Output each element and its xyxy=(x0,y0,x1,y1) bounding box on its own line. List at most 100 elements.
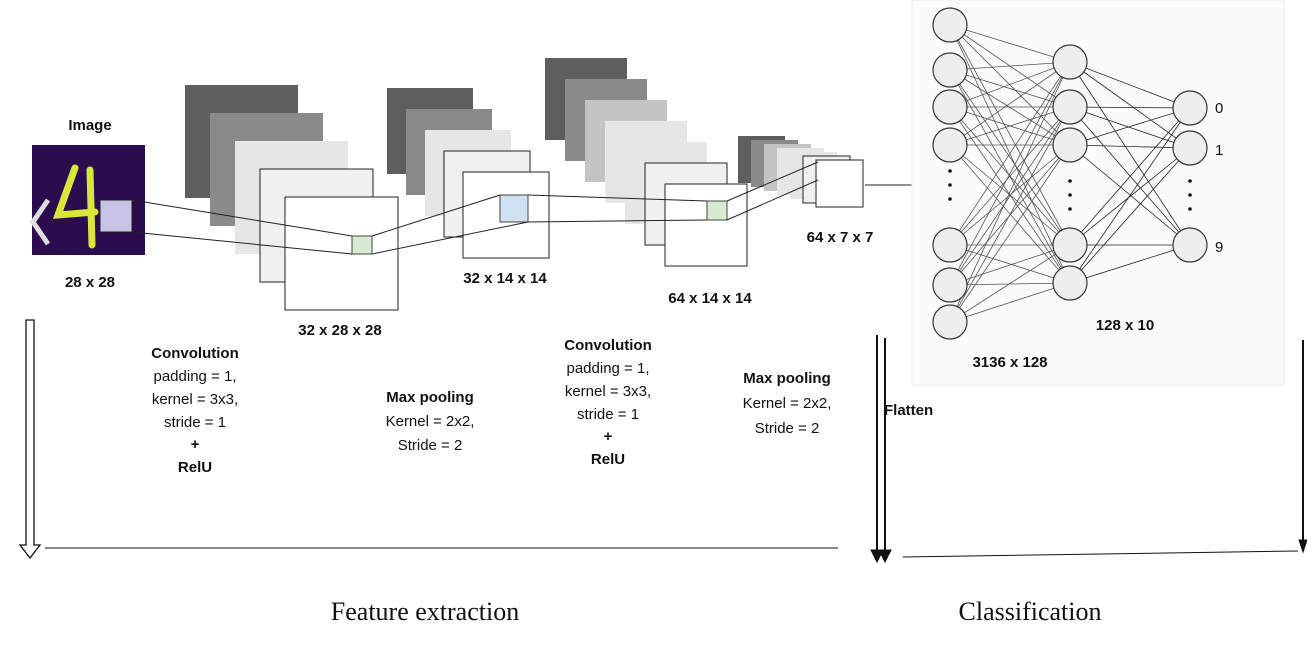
shape-label: 64 x 7 x 7 xyxy=(807,229,874,246)
ellipsis-dot xyxy=(1068,193,1072,197)
weight xyxy=(949,61,1071,146)
ellipsis-dot xyxy=(1188,179,1192,183)
weight xyxy=(949,106,1071,246)
weight xyxy=(1069,61,1191,109)
op-plus: + xyxy=(604,428,613,445)
neuron xyxy=(932,227,968,263)
connector xyxy=(371,221,529,255)
weight xyxy=(949,61,1071,286)
input-size: 28 x 28 xyxy=(65,274,115,291)
neuron xyxy=(932,7,968,43)
weight xyxy=(949,61,1071,71)
ellipsis-dot xyxy=(1188,207,1192,211)
weight xyxy=(1069,147,1191,284)
neuron xyxy=(932,127,968,163)
ellipsis-dot xyxy=(1068,179,1072,183)
dense-label: 3136 x 128 xyxy=(972,354,1047,371)
weight xyxy=(1069,107,1191,146)
op-line: Kernel = 2x2, xyxy=(386,413,475,430)
weight xyxy=(1069,106,1191,109)
ellipsis-dot xyxy=(1188,193,1192,197)
feature-map xyxy=(664,183,748,267)
operation: Convolution padding = 1, kernel = 3x3, s… xyxy=(151,345,238,476)
neuron xyxy=(1052,44,1088,80)
chevron xyxy=(29,198,51,246)
weight xyxy=(949,106,1071,323)
weight xyxy=(949,106,1071,286)
neuron xyxy=(932,304,968,340)
feature-map xyxy=(284,196,399,311)
op-line: Stride = 2 xyxy=(398,437,463,454)
ellipsis-dot xyxy=(948,169,952,173)
op-line: kernel = 3x3, xyxy=(152,391,238,408)
receptive-field xyxy=(706,200,728,221)
weight xyxy=(949,106,1071,146)
connector xyxy=(527,194,708,202)
operation: Convolution padding = 1, kernel = 3x3, s… xyxy=(564,337,651,468)
hollow-arrow xyxy=(18,319,42,560)
output-label: 1 xyxy=(1215,142,1223,159)
bracket-line xyxy=(902,550,1299,558)
neuron xyxy=(932,267,968,303)
weight xyxy=(1069,144,1191,149)
shape-label: 32 x 14 x 14 xyxy=(463,270,547,287)
arrow-head xyxy=(870,549,892,564)
weight xyxy=(949,144,1071,246)
receptive-field xyxy=(351,235,373,255)
weight xyxy=(949,69,1071,146)
op-line: padding = 1, xyxy=(154,368,237,385)
op-title: Max pooling xyxy=(743,370,831,387)
weight xyxy=(949,61,1071,323)
weight xyxy=(949,24,1071,246)
output-label: 0 xyxy=(1215,100,1223,117)
kernel-window xyxy=(99,199,133,233)
weight xyxy=(949,24,1071,146)
op-activation: RelU xyxy=(591,451,625,468)
arrow-head xyxy=(1298,539,1307,554)
ellipsis-dot xyxy=(948,197,952,201)
ellipsis-dot xyxy=(1068,207,1072,211)
section-title: Feature extraction xyxy=(331,597,519,626)
ellipsis-dot xyxy=(948,183,952,187)
layer-stacks xyxy=(29,58,1224,311)
connector xyxy=(726,161,819,202)
connector xyxy=(131,231,353,255)
shape-label: 32 x 28 x 28 xyxy=(298,322,381,339)
neuron xyxy=(1052,127,1088,163)
weight xyxy=(949,282,1071,323)
weight xyxy=(1069,107,1191,246)
operation: Max pooling Kernel = 2x2, Stride = 2 xyxy=(386,389,475,454)
connector xyxy=(371,194,501,237)
op-line: stride = 1 xyxy=(164,414,226,431)
weight xyxy=(949,144,1071,323)
weight xyxy=(1069,106,1191,149)
dense-label: 128 x 10 xyxy=(1096,317,1154,334)
connector xyxy=(726,179,819,221)
receptive-field xyxy=(499,194,529,223)
weight xyxy=(949,244,1071,284)
weight xyxy=(1069,147,1191,246)
output-label: 9 xyxy=(1215,239,1223,256)
weight xyxy=(949,24,1071,63)
weight xyxy=(1069,244,1191,284)
digit xyxy=(52,164,99,249)
op-title: Convolution xyxy=(151,345,238,362)
weight xyxy=(1069,61,1191,149)
neuron xyxy=(1052,89,1088,125)
section-arrows xyxy=(18,319,1307,564)
neuron xyxy=(1172,227,1208,263)
weight xyxy=(1069,61,1191,246)
neuron xyxy=(1052,227,1088,263)
weight xyxy=(949,282,1071,286)
weight xyxy=(949,69,1071,108)
operation: Max pooling Kernel = 2x2, Stride = 2 xyxy=(743,370,832,437)
shape-label: 64 x 14 x 14 xyxy=(668,290,752,307)
op-title: Convolution xyxy=(564,337,651,354)
flatten-label: Flatten xyxy=(884,402,933,419)
op-line: padding = 1, xyxy=(567,360,650,377)
op-line: stride = 1 xyxy=(577,406,639,423)
op-title: Max pooling xyxy=(386,389,474,406)
op-plus: + xyxy=(191,436,200,453)
neuron xyxy=(1172,130,1208,166)
